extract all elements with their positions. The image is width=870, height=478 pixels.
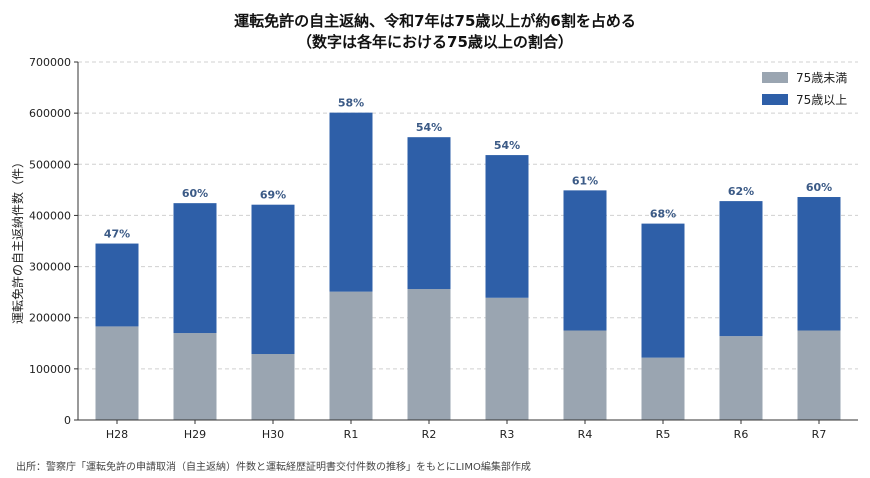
x-tick-label: H28 [106, 428, 128, 441]
legend-label: 75歳以上 [796, 93, 847, 107]
bar-under75 [485, 297, 529, 420]
bar-over75 [719, 201, 763, 337]
x-tick-label: H29 [184, 428, 206, 441]
bar-under75 [563, 330, 607, 420]
percent-label: 54% [416, 121, 442, 134]
percent-label: 62% [728, 185, 754, 198]
chart-title: 運転免許の自主返納、令和7年は75歳以上が約6割を占める [234, 12, 636, 30]
legend: 75歳未満 75歳以上 [762, 71, 847, 107]
bar-over75 [251, 204, 295, 355]
x-tick-label: R1 [344, 428, 359, 441]
percent-label: 54% [494, 139, 520, 152]
x-tick-label: R2 [422, 428, 437, 441]
y-tick-label: 500000 [29, 158, 71, 171]
y-tick-label: 600000 [29, 107, 71, 120]
y-tick-label: 100000 [29, 363, 71, 376]
x-tick-label: R6 [734, 428, 749, 441]
y-axis-label: 運転免許の自主返納件数（件） [10, 156, 25, 324]
bar-under75 [719, 336, 763, 420]
legend-swatch [762, 94, 788, 105]
y-tick-label: 400000 [29, 209, 71, 222]
bar-under75 [329, 291, 373, 420]
y-tick-label: 300000 [29, 261, 71, 274]
x-tick-label: R5 [656, 428, 671, 441]
percent-label: 68% [650, 208, 676, 221]
y-axis: 0 100000 200000 300000 400000 500000 600000 700… [29, 56, 79, 427]
x-tick-label: R4 [578, 428, 593, 441]
bar-over75 [95, 243, 139, 327]
bar-over75 [485, 155, 529, 298]
x-axis: H28 H29 H30 R1 R2 R3 R4 R5 R6 R7 [78, 419, 858, 441]
y-tick-label: 0 [64, 414, 71, 427]
percent-label: 60% [182, 187, 208, 200]
bar-over75 [173, 203, 217, 334]
bars: 47% 60% 69% 58% 54% 54% 61% 68% 62% 60% [95, 97, 841, 420]
bar-over75 [329, 112, 373, 292]
bar-under75 [797, 330, 841, 420]
percent-label: 69% [260, 189, 286, 202]
legend-swatch [762, 72, 788, 83]
bar-over75 [797, 197, 841, 331]
y-tick-label: 200000 [29, 312, 71, 325]
percent-label: 58% [338, 97, 364, 110]
bar-over75 [407, 137, 451, 290]
x-tick-label: R7 [812, 428, 827, 441]
percent-label: 60% [806, 181, 832, 194]
bar-over75 [563, 190, 607, 331]
bar-under75 [95, 326, 139, 420]
y-tick-label: 700000 [29, 56, 71, 69]
chart-subtitle: （数字は各年における75歳以上の割合） [297, 33, 573, 51]
bar-under75 [641, 357, 685, 420]
bar-under75 [251, 354, 295, 420]
percent-label: 47% [104, 228, 130, 241]
x-tick-label: H30 [262, 428, 284, 441]
x-tick-label: R3 [500, 428, 515, 441]
bar-over75 [641, 223, 685, 358]
source-note: 出所：警察庁「運転免許の申請取消（自主返納）件数と運転経歴証明書交付件数の推移」… [16, 462, 531, 473]
legend-label: 75歳未満 [796, 71, 847, 85]
bar-under75 [407, 289, 451, 420]
bar-under75 [173, 333, 217, 420]
percent-label: 61% [572, 174, 598, 187]
